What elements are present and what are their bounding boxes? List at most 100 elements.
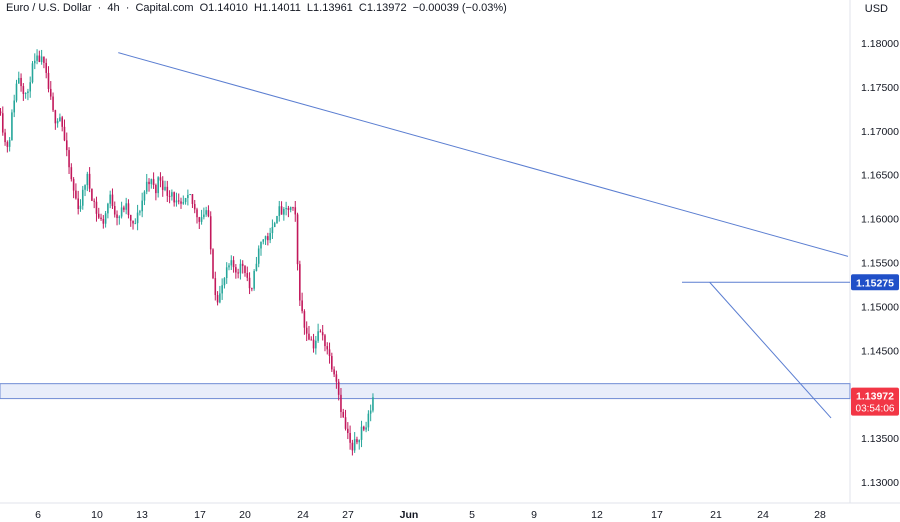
candle-up xyxy=(56,120,59,124)
candle-up xyxy=(260,241,262,249)
candle-down xyxy=(20,77,22,87)
time-tick-label: 10 xyxy=(91,509,103,521)
ohlc-close: C1.13972 xyxy=(358,2,407,14)
candle-down xyxy=(232,260,235,268)
price-tick-label: 1.15000 xyxy=(861,301,899,313)
time-tick-label: 17 xyxy=(651,509,663,521)
candle-down xyxy=(337,381,340,395)
price-tick-label: 1.14500 xyxy=(861,345,899,357)
candle-down xyxy=(152,179,155,186)
candle-up xyxy=(175,200,178,203)
time-tick-label: 28 xyxy=(814,509,826,521)
candle-up xyxy=(59,117,61,121)
source-label: Capital.com xyxy=(135,2,194,14)
time-tick-label: 21 xyxy=(710,509,722,521)
candle-down xyxy=(47,72,50,89)
ohlc-open: O1.14010 xyxy=(199,2,248,14)
candle-down xyxy=(241,263,244,267)
level-price-badge[interactable] xyxy=(851,274,899,291)
time-tick-label: 20 xyxy=(239,509,251,521)
candle-up xyxy=(262,239,265,242)
candle-down xyxy=(319,331,322,333)
candle-up xyxy=(33,60,36,64)
candle-up xyxy=(79,205,82,209)
price-tick-label: 1.13500 xyxy=(861,433,899,445)
candle-down xyxy=(363,426,365,430)
currency-label[interactable]: USD xyxy=(864,3,888,15)
candle-down xyxy=(214,278,217,296)
candle-down xyxy=(356,439,358,443)
candle-down xyxy=(72,179,75,191)
candle-down xyxy=(198,217,201,222)
candle-up xyxy=(289,207,292,210)
candle-up xyxy=(145,181,148,192)
current-price-badge[interactable] xyxy=(851,387,899,416)
candle-up xyxy=(143,191,146,201)
candle-up xyxy=(230,260,233,266)
candle-down xyxy=(100,217,102,219)
candle-up xyxy=(205,210,207,215)
time-tick-label: 9 xyxy=(531,509,537,521)
candle-up xyxy=(255,263,258,271)
bar-countdown-label: 03:54:06 xyxy=(856,404,895,415)
level-price-label: 1.15275 xyxy=(856,277,894,289)
candle-up xyxy=(125,203,127,210)
candle-up xyxy=(104,213,107,224)
time-tick-label: 5 xyxy=(469,509,475,521)
candle-down xyxy=(95,201,98,214)
candle-down xyxy=(6,142,9,147)
candle-down xyxy=(331,356,333,370)
candle-up xyxy=(84,185,86,190)
symbol-title[interactable]: Euro / U.S. Dollar xyxy=(6,2,92,14)
time-tick-label: 17 xyxy=(194,509,206,521)
candle-up xyxy=(269,233,271,241)
candle-down xyxy=(324,335,326,347)
candle-down xyxy=(173,192,175,203)
candle-down xyxy=(43,56,45,63)
candle-down xyxy=(65,140,68,151)
candle-down xyxy=(166,186,169,196)
time-tick-label: 13 xyxy=(136,509,148,521)
candle-down xyxy=(292,207,294,209)
interval-label[interactable]: 4h xyxy=(107,2,120,14)
candle-down xyxy=(4,132,6,143)
candle-down xyxy=(68,150,70,168)
candle-down xyxy=(296,214,299,265)
candle-down xyxy=(127,203,130,215)
candle-up xyxy=(184,198,187,203)
candle-up xyxy=(189,194,191,196)
candle-down xyxy=(38,55,41,62)
candle-up xyxy=(369,410,372,414)
candle-down xyxy=(312,339,315,349)
price-tick-label: 1.16000 xyxy=(861,214,899,226)
candle-down xyxy=(248,277,251,289)
candle-up xyxy=(27,91,29,94)
time-tick-label: Jun xyxy=(400,509,419,521)
candle-down xyxy=(207,210,210,217)
candle-up xyxy=(273,223,276,228)
time-tick-label: 27 xyxy=(342,509,354,521)
candle-up xyxy=(182,202,185,204)
trendline[interactable] xyxy=(118,52,849,257)
time-tick-label: 6 xyxy=(35,509,41,521)
candle-down xyxy=(161,180,164,190)
time-tick-label: 24 xyxy=(297,509,309,521)
candle-up xyxy=(253,270,255,289)
candle-down xyxy=(349,433,351,443)
candle-down xyxy=(299,264,301,301)
support-zone[interactable] xyxy=(0,383,851,400)
candle-up xyxy=(276,215,278,224)
candle-down xyxy=(180,201,182,204)
candle-up xyxy=(109,194,111,204)
candle-down xyxy=(347,428,349,434)
candle-down xyxy=(148,181,150,185)
candle-down xyxy=(70,167,73,180)
candle-down xyxy=(0,111,2,114)
candle-down xyxy=(111,194,114,207)
candle-down xyxy=(340,394,342,412)
trendline[interactable] xyxy=(709,281,832,419)
candle-up xyxy=(367,413,370,428)
candle-down xyxy=(326,346,329,350)
candle-down xyxy=(168,195,171,197)
